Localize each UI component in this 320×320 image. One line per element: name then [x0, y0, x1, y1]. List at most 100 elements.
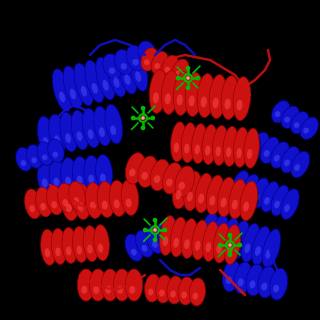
Ellipse shape [37, 116, 55, 156]
Ellipse shape [25, 189, 41, 219]
Ellipse shape [163, 74, 181, 114]
Ellipse shape [163, 236, 168, 246]
Ellipse shape [261, 181, 279, 212]
Ellipse shape [77, 269, 95, 301]
Ellipse shape [172, 125, 188, 161]
Ellipse shape [40, 203, 46, 210]
Ellipse shape [205, 145, 211, 156]
Ellipse shape [246, 264, 264, 296]
Ellipse shape [213, 235, 219, 245]
Ellipse shape [48, 188, 65, 215]
Ellipse shape [73, 227, 88, 262]
Ellipse shape [76, 245, 82, 254]
Circle shape [154, 229, 156, 231]
Ellipse shape [52, 232, 69, 264]
Ellipse shape [73, 184, 91, 220]
Ellipse shape [74, 63, 93, 106]
Ellipse shape [161, 219, 178, 255]
Circle shape [163, 228, 166, 232]
Ellipse shape [174, 173, 192, 208]
Ellipse shape [65, 177, 71, 186]
Ellipse shape [105, 104, 123, 144]
Ellipse shape [189, 95, 195, 106]
Ellipse shape [131, 249, 137, 256]
Ellipse shape [130, 52, 149, 91]
Circle shape [186, 76, 190, 80]
Ellipse shape [192, 124, 207, 164]
Ellipse shape [100, 173, 106, 182]
Ellipse shape [227, 245, 233, 255]
Ellipse shape [17, 150, 34, 172]
Ellipse shape [243, 202, 249, 212]
Ellipse shape [146, 277, 163, 302]
Ellipse shape [291, 112, 309, 134]
Ellipse shape [89, 269, 107, 301]
Ellipse shape [241, 174, 259, 205]
Ellipse shape [203, 232, 208, 242]
Ellipse shape [132, 59, 139, 65]
Ellipse shape [264, 150, 269, 157]
Ellipse shape [281, 106, 299, 128]
Ellipse shape [28, 147, 45, 169]
Ellipse shape [65, 133, 71, 143]
Ellipse shape [216, 244, 222, 254]
Ellipse shape [97, 61, 116, 99]
Ellipse shape [69, 181, 85, 211]
Ellipse shape [63, 66, 83, 108]
Ellipse shape [60, 112, 77, 152]
Ellipse shape [173, 233, 179, 240]
Ellipse shape [221, 76, 239, 120]
Ellipse shape [252, 181, 270, 209]
Ellipse shape [72, 156, 89, 192]
Ellipse shape [195, 241, 200, 251]
Ellipse shape [116, 52, 135, 75]
Ellipse shape [158, 226, 176, 250]
Ellipse shape [222, 221, 240, 256]
Ellipse shape [83, 108, 100, 148]
Ellipse shape [97, 181, 115, 217]
Ellipse shape [42, 179, 48, 188]
Ellipse shape [58, 183, 74, 213]
Ellipse shape [154, 63, 160, 69]
Ellipse shape [206, 175, 224, 215]
Ellipse shape [103, 54, 122, 79]
Ellipse shape [170, 291, 176, 298]
Ellipse shape [59, 92, 65, 102]
Ellipse shape [137, 233, 155, 258]
Ellipse shape [138, 156, 157, 187]
Ellipse shape [142, 50, 160, 71]
Ellipse shape [43, 137, 49, 147]
Circle shape [177, 76, 180, 80]
Ellipse shape [262, 140, 281, 164]
Ellipse shape [252, 135, 270, 159]
Ellipse shape [179, 182, 185, 190]
Ellipse shape [254, 193, 260, 201]
Ellipse shape [85, 159, 103, 191]
Ellipse shape [50, 118, 68, 153]
Ellipse shape [275, 111, 280, 117]
Circle shape [142, 117, 144, 119]
Ellipse shape [225, 228, 242, 264]
Ellipse shape [178, 277, 194, 305]
Ellipse shape [185, 175, 203, 210]
Ellipse shape [255, 246, 261, 256]
Ellipse shape [128, 48, 148, 91]
Ellipse shape [141, 48, 158, 71]
Ellipse shape [105, 286, 111, 294]
Ellipse shape [21, 160, 26, 166]
Circle shape [186, 86, 190, 90]
Ellipse shape [236, 265, 254, 294]
Ellipse shape [302, 119, 320, 140]
Ellipse shape [223, 126, 238, 166]
Ellipse shape [203, 128, 219, 164]
Ellipse shape [249, 280, 256, 288]
Ellipse shape [222, 260, 240, 292]
Ellipse shape [113, 77, 120, 88]
Ellipse shape [210, 215, 228, 254]
Ellipse shape [45, 248, 50, 257]
Ellipse shape [170, 217, 187, 257]
Ellipse shape [245, 132, 261, 168]
Ellipse shape [241, 223, 260, 262]
Ellipse shape [233, 127, 249, 167]
Ellipse shape [117, 52, 137, 94]
